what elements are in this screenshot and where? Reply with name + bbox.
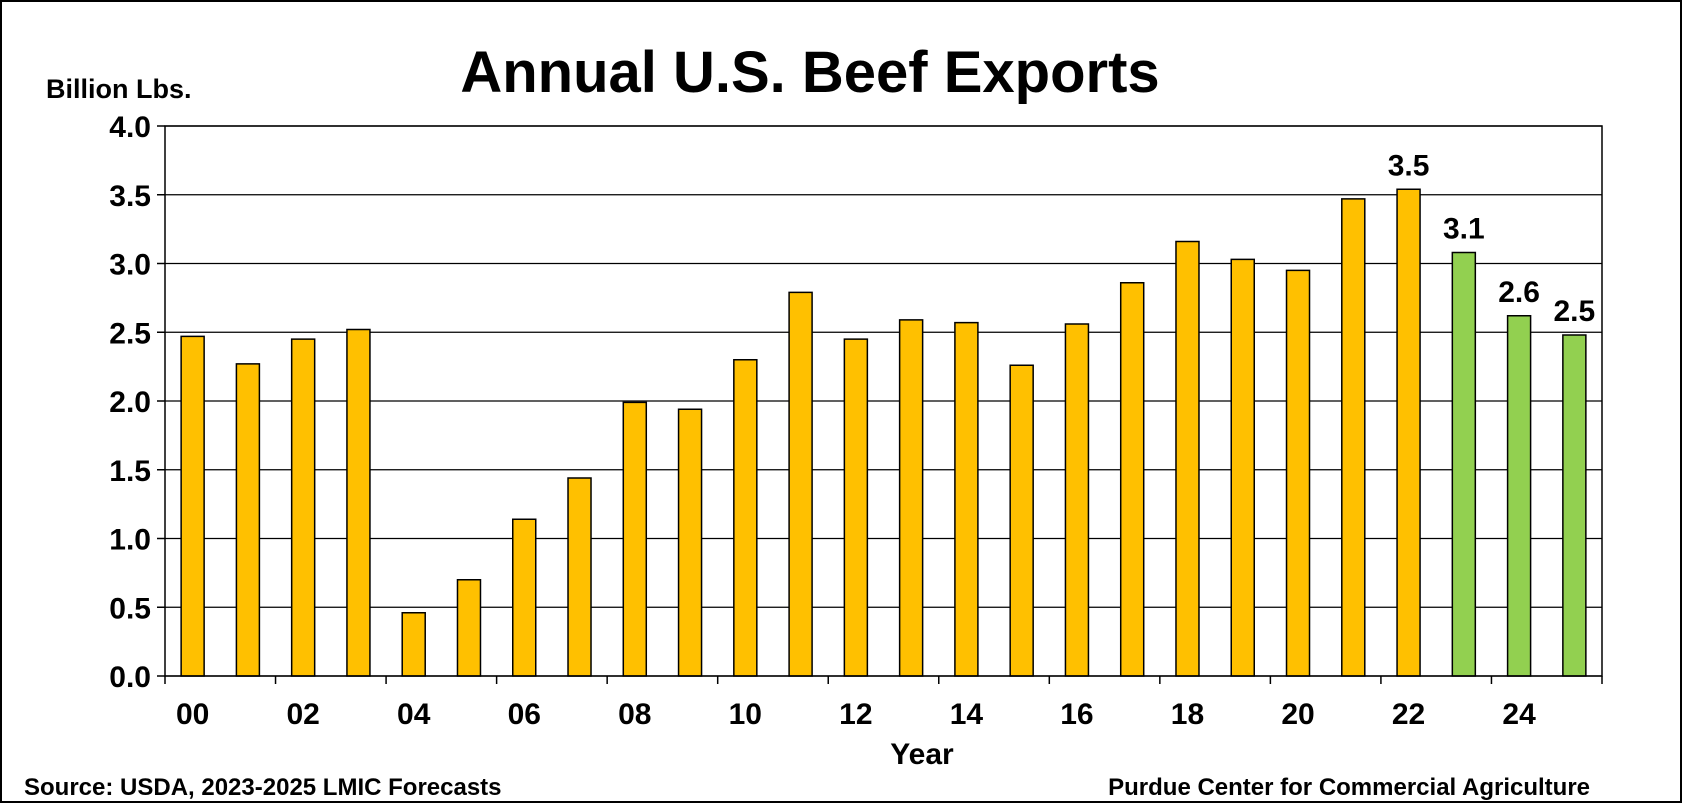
y-tick-label: 4.0 — [109, 111, 151, 144]
source-note: Source: USDA, 2023-2025 LMIC Forecasts — [24, 774, 502, 801]
bar — [346, 328, 371, 677]
y-tick-label: 0.0 — [109, 661, 151, 694]
bar — [898, 319, 924, 677]
data-labels: 3.5 3.1 2.6 2.5 — [1388, 149, 1596, 328]
bar — [401, 612, 426, 677]
forecast-bar — [1506, 315, 1532, 677]
plot-frame — [164, 125, 1603, 677]
bar — [1341, 198, 1366, 677]
x-tick-label: 10 — [729, 698, 762, 731]
chart-title: Annual U.S. Beef Exports — [460, 40, 1159, 105]
bar — [512, 518, 537, 677]
bars — [180, 188, 1587, 677]
bar — [1175, 240, 1200, 677]
y-tick-label: 2.5 — [109, 317, 151, 350]
bar — [733, 359, 758, 677]
forecast-bar — [1451, 251, 1477, 677]
data-label: 2.5 — [1554, 295, 1596, 328]
bar — [843, 338, 869, 677]
y-tick-label: 0.5 — [109, 592, 151, 625]
x-tick-label: 14 — [950, 698, 984, 731]
y-tick-label: 2.0 — [109, 386, 151, 419]
forecast-bar — [1562, 334, 1587, 677]
y-tick-label: 3.5 — [109, 180, 151, 213]
y-tick-label: 3.0 — [109, 249, 151, 282]
y-tick-labels: 0.0 0.5 1.0 1.5 2.0 2.5 3.0 3.5 4.0 — [109, 111, 151, 694]
x-tick-label: 16 — [1060, 698, 1093, 731]
bar — [290, 338, 316, 677]
y-tick-label: 1.0 — [109, 524, 151, 557]
bar — [567, 477, 592, 677]
x-tick-label: 04 — [397, 698, 431, 731]
x-tick-label: 24 — [1502, 698, 1536, 731]
bar — [1009, 364, 1034, 677]
bar — [1396, 188, 1421, 677]
x-tick-label: 02 — [286, 698, 319, 731]
bar — [180, 335, 205, 677]
x-tick-label: 00 — [176, 698, 209, 731]
bar — [622, 401, 648, 677]
data-label: 2.6 — [1498, 276, 1540, 309]
bar — [456, 579, 482, 677]
x-tick-label: 20 — [1281, 698, 1314, 731]
x-tick-label: 22 — [1392, 698, 1425, 731]
x-tick-label: 06 — [508, 698, 541, 731]
bar — [954, 321, 979, 677]
bar — [788, 291, 813, 677]
bar — [677, 408, 703, 677]
bar — [1119, 282, 1145, 677]
bar — [1285, 269, 1311, 677]
y-axis-label: Billion Lbs. — [46, 74, 192, 104]
x-tick-labels: 00 02 04 06 08 10 12 14 16 18 20 22 24 — [176, 698, 1536, 731]
data-label: 3.5 — [1388, 149, 1430, 182]
x-axis-label: Year — [890, 738, 954, 771]
bar — [1230, 258, 1255, 677]
x-tick-label: 08 — [618, 698, 651, 731]
y-tick-label: 1.5 — [109, 455, 151, 488]
bar — [1064, 323, 1090, 677]
credit-note: Purdue Center for Commercial Agriculture — [1108, 774, 1590, 801]
bar — [235, 363, 261, 677]
data-label: 3.1 — [1443, 213, 1485, 246]
axes — [157, 125, 1603, 684]
gridlines — [165, 125, 1602, 677]
x-tick-label: 12 — [839, 698, 872, 731]
x-tick-label: 18 — [1171, 698, 1204, 731]
